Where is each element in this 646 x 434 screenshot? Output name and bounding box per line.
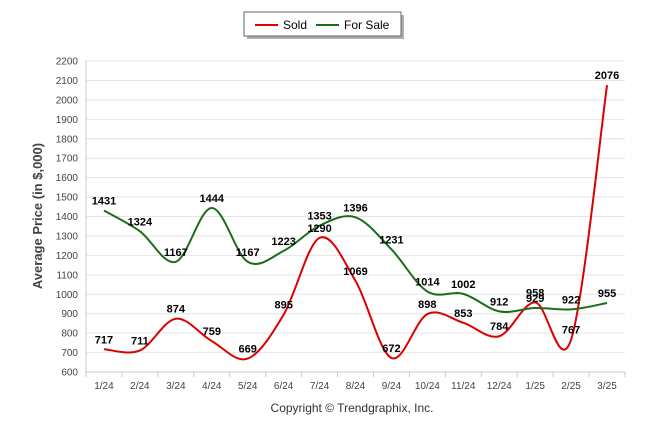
data-label-for-sale: 1231 bbox=[379, 234, 403, 246]
data-label-for-sale: 1431 bbox=[92, 195, 116, 207]
data-label-for-sale: 1167 bbox=[164, 247, 188, 259]
data-labels: 717 711 874 759 669 895 1290 1069 672 898 853 784 95… bbox=[92, 70, 620, 355]
data-label-sold: 711 bbox=[131, 335, 149, 347]
x-tick-label-1/24: 1/24 bbox=[94, 381, 114, 392]
data-label-sold: 898 bbox=[418, 299, 436, 311]
data-label-sold: 1290 bbox=[307, 223, 331, 235]
legend-sold-label: Sold bbox=[283, 18, 307, 32]
data-label-sold: 895 bbox=[274, 300, 292, 312]
data-label-for-sale: 1002 bbox=[451, 279, 475, 291]
data-label-for-sale: 912 bbox=[490, 296, 508, 308]
y-tick-label-1200: 1200 bbox=[56, 251, 79, 262]
y-tick-label-1800: 1800 bbox=[56, 134, 79, 145]
x-tick-label-6/24: 6/24 bbox=[274, 381, 294, 392]
legend: Sold For Sale bbox=[243, 11, 404, 39]
x-tick-label-8/24: 8/24 bbox=[346, 381, 366, 392]
data-label-sold: 1069 bbox=[343, 266, 367, 278]
data-label-sold: 717 bbox=[95, 334, 113, 346]
x-tick-label-2/24: 2/24 bbox=[130, 381, 150, 392]
x-tick-label-11/24: 11/24 bbox=[451, 381, 476, 392]
gridlines bbox=[86, 60, 625, 373]
data-label-sold: 759 bbox=[203, 326, 221, 338]
y-tick-label-1100: 1100 bbox=[56, 270, 78, 281]
x-tick-label-2/25: 2/25 bbox=[561, 381, 581, 392]
y-tick-label-2200: 2200 bbox=[56, 57, 79, 68]
y-tick-label-900: 900 bbox=[61, 309, 78, 320]
x-tick-label-12/24: 12/24 bbox=[487, 381, 512, 392]
data-label-for-sale: 922 bbox=[562, 294, 580, 306]
y-tick-label-700: 700 bbox=[61, 348, 78, 359]
data-label-for-sale: 1396 bbox=[343, 202, 367, 214]
y-tick-label-1000: 1000 bbox=[56, 290, 79, 301]
y-axis-label: Average Price (in $,000) bbox=[30, 143, 45, 289]
y-tick-label-1300: 1300 bbox=[56, 231, 79, 242]
data-label-sold: 784 bbox=[490, 321, 509, 333]
y-tick-label-800: 800 bbox=[61, 329, 78, 340]
series-line-for-sale bbox=[103, 206, 608, 313]
data-label-for-sale: 1014 bbox=[415, 277, 440, 289]
y-tick-label-600: 600 bbox=[61, 368, 78, 379]
data-label-for-sale: 929 bbox=[526, 293, 544, 305]
y-tick-label-1400: 1400 bbox=[56, 212, 79, 223]
x-tick-label-9/24: 9/24 bbox=[382, 381, 402, 392]
y-tick-label-2000: 2000 bbox=[56, 95, 79, 106]
series-line-sold bbox=[103, 84, 609, 361]
y-tick-label-1500: 1500 bbox=[56, 193, 79, 204]
data-label-for-sale: 1444 bbox=[200, 193, 225, 205]
series-group bbox=[103, 84, 609, 361]
data-label-for-sale: 1353 bbox=[307, 211, 331, 223]
x-tick-label-10/24: 10/24 bbox=[415, 381, 440, 392]
data-label-sold: 853 bbox=[454, 308, 472, 320]
y-tick-label-2100: 2100 bbox=[56, 76, 79, 87]
data-label-for-sale: 1324 bbox=[128, 216, 153, 228]
copyright-credit: Copyright © Trendgraphix, Inc. bbox=[271, 401, 434, 415]
data-label-sold: 874 bbox=[167, 304, 186, 316]
y-axis: 600 700 800 900 1000 1100 1200 1300 1400 1500 1600… bbox=[56, 57, 87, 379]
x-tick-label-3/25: 3/25 bbox=[597, 381, 617, 392]
x-tick-label-4/24: 4/24 bbox=[202, 381, 222, 392]
data-label-sold: 958 bbox=[526, 287, 544, 299]
legend-for-sale-label: For Sale bbox=[344, 18, 390, 32]
data-label-sold: 669 bbox=[239, 344, 257, 356]
data-label-sold: 2076 bbox=[595, 70, 619, 82]
y-tick-label-1900: 1900 bbox=[56, 115, 79, 126]
data-label-for-sale: 1223 bbox=[271, 236, 295, 248]
y-tick-label-1700: 1700 bbox=[56, 154, 79, 165]
data-label-sold: 767 bbox=[562, 325, 580, 337]
data-label-sold: 672 bbox=[382, 343, 400, 355]
x-axis: 1/24 2/24 3/24 4/24 5/24 6/24 7/24 8/24 9/24 10/2… bbox=[85, 371, 626, 392]
data-label-for-sale: 1167 bbox=[236, 247, 260, 259]
x-tick-label-5/24: 5/24 bbox=[238, 381, 258, 392]
x-tick-label-7/24: 7/24 bbox=[310, 381, 330, 392]
y-tick-label-1600: 1600 bbox=[56, 173, 79, 184]
x-tick-label-1/25: 1/25 bbox=[525, 381, 545, 392]
data-label-for-sale: 955 bbox=[598, 288, 616, 300]
x-tick-label-3/24: 3/24 bbox=[166, 381, 186, 392]
